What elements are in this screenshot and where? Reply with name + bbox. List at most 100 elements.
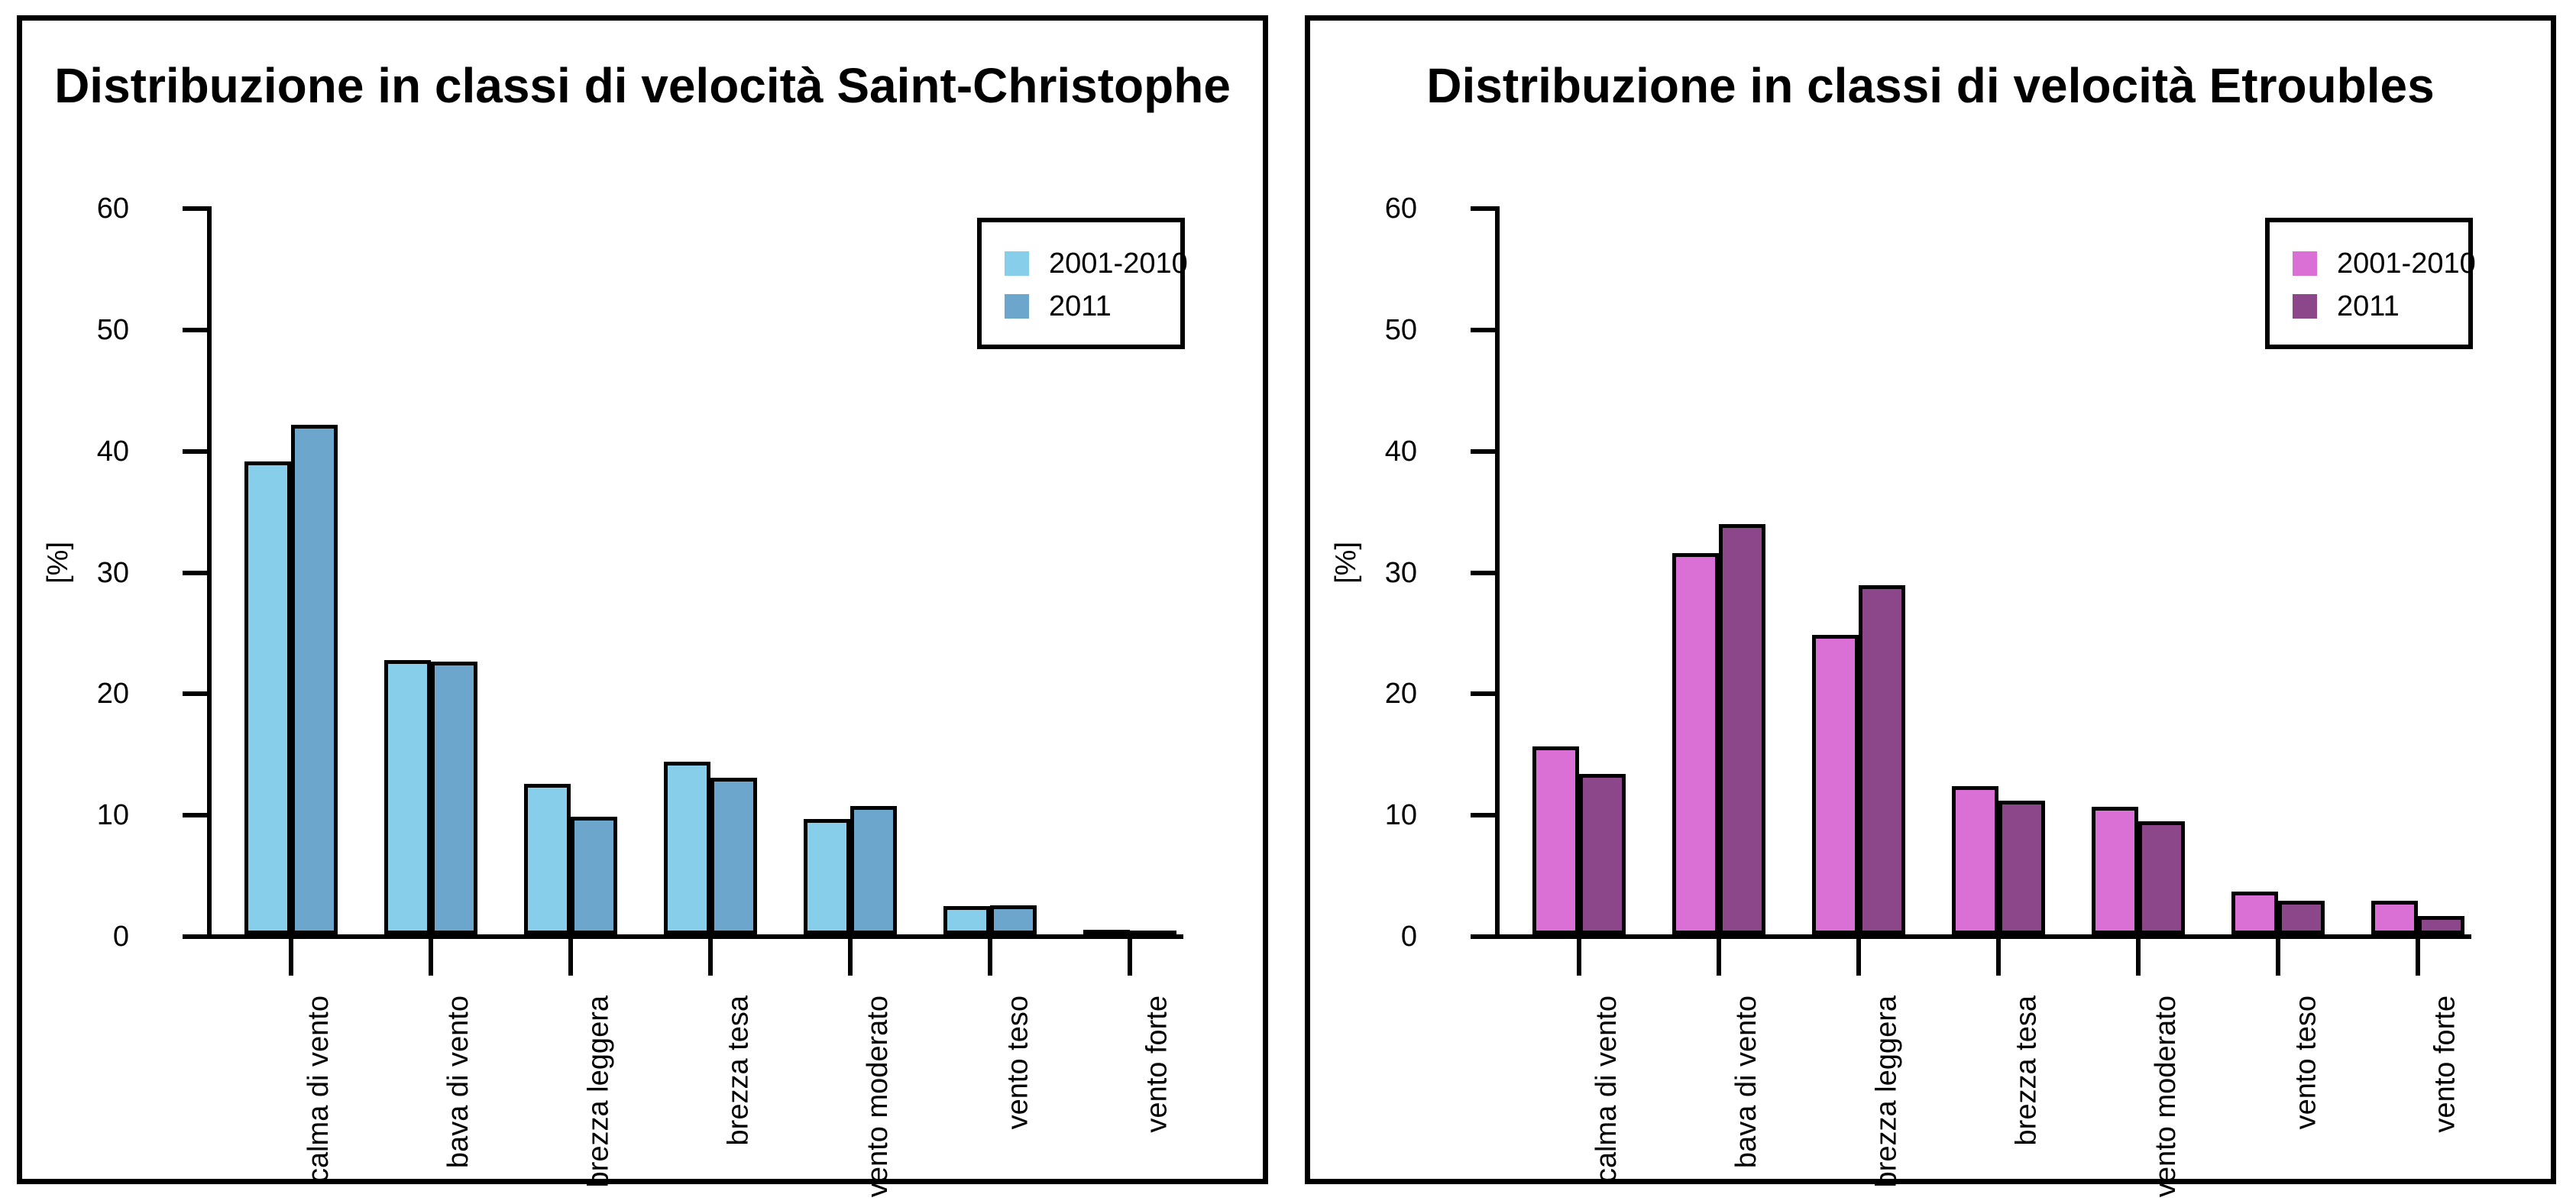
x-tick-label-bava-di-vento: bava di vento [1730, 995, 1762, 1169]
x-tick-label-vento-teso: vento teso [1002, 995, 1034, 1130]
y-tick-label: 0 [112, 921, 129, 953]
bar-2011-vento-moderato [850, 805, 897, 934]
bar-2001-2010-brezza-leggera [524, 784, 571, 934]
y-tick-label: 60 [96, 193, 129, 225]
x-tick [2276, 939, 2280, 976]
legend-item-2011: 2011 [2293, 285, 2450, 328]
y-tick [1471, 570, 1495, 575]
x-tick [429, 939, 433, 976]
y-tick [183, 327, 207, 332]
bar-2001-2010-vento-forte [1083, 929, 1130, 937]
plot-area: 0 10 20 30 40 50 60 [%] calma di vento bava di ve… [1310, 21, 2551, 1197]
plot-area: 0 10 20 30 40 50 60 [%] calma di vento bava di ve… [22, 21, 1263, 1197]
y-tick [183, 448, 207, 454]
legend-swatch-icon [2293, 251, 2317, 276]
x-tick-label-vento-teso: vento teso [2290, 995, 2322, 1130]
bar-2011-vento-forte [2418, 916, 2464, 934]
x-axis-line [207, 934, 1183, 939]
bar-2001-2010-bava-di-vento [384, 660, 431, 934]
legend-label: 2001-2010 [2337, 247, 2476, 280]
bar-2001-2010-vento-teso [943, 906, 990, 934]
y-tick-label: 20 [96, 678, 129, 711]
legend-box: 2001-2010 2011 [2265, 218, 2476, 349]
bar-2011-brezza-tesa [710, 778, 757, 934]
x-tick-label-calma-di-vento: calma di vento [303, 995, 335, 1183]
x-tick-label-vento-moderato: vento moderato [2150, 995, 2182, 1198]
bar-2011-calma-di-vento [291, 424, 338, 934]
y-tick [183, 570, 207, 575]
bar-2001-2010-vento-moderato [2092, 807, 2138, 934]
bar-2011-brezza-leggera [1859, 584, 1905, 934]
y-tick-label: 50 [96, 313, 129, 346]
x-tick [1996, 939, 2001, 976]
legend-swatch-icon [1005, 251, 1029, 276]
y-axis-line [1495, 206, 1500, 939]
y-tick-label: 10 [1384, 799, 1417, 832]
x-tick [1856, 939, 1861, 976]
y-tick [183, 813, 207, 818]
legend-item-2011: 2011 [1005, 285, 1162, 328]
y-tick-label: 40 [96, 435, 129, 468]
x-tick [1128, 939, 1132, 976]
bar-2001-2010-brezza-tesa [1952, 786, 1998, 934]
bar-2011-calma-di-vento [1579, 774, 1626, 934]
legend-label: 2011 [1049, 290, 1112, 322]
legend-box: 2001-2010 2011 [977, 218, 1188, 349]
bar-2011-brezza-tesa [1998, 801, 2045, 934]
x-tick-label-vento-forte: vento forte [2429, 995, 2461, 1133]
legend-item-2001-2010: 2001-2010 [2293, 242, 2476, 285]
y-tick-label: 30 [1384, 556, 1417, 589]
legend-label: 2011 [2337, 290, 2400, 322]
bar-2011-vento-teso [2278, 900, 2325, 934]
x-tick-label-brezza-leggera: brezza leggera [582, 995, 614, 1188]
chart-title: Distribuzione in classi di velocità Sain… [54, 58, 1231, 113]
x-tick-label-brezza-leggera: brezza leggera [1870, 995, 1902, 1188]
x-tick [1577, 939, 1581, 976]
y-tick-label: 50 [1384, 313, 1417, 346]
bar-2011-brezza-leggera [571, 816, 617, 934]
y-tick-label: 0 [1400, 921, 1417, 953]
y-tick [183, 691, 207, 697]
x-tick [568, 939, 573, 976]
bar-2001-2010-vento-forte [2371, 900, 2418, 934]
legend-label: 2001-2010 [1049, 247, 1188, 280]
y-axis-title: [%] [42, 541, 74, 584]
y-tick [1471, 206, 1495, 211]
bar-2001-2010-calma-di-vento [1532, 746, 1579, 934]
x-tick-label-brezza-tesa: brezza tesa [722, 995, 754, 1146]
chart-panel-saint-christophe: Distribuzione in classi di velocità Sain… [17, 15, 1268, 1197]
y-tick [1471, 691, 1495, 697]
bar-2001-2010-vento-teso [2231, 892, 2278, 934]
y-tick-label: 10 [96, 799, 129, 832]
x-tick [1717, 939, 1721, 976]
bar-2011-vento-forte [1130, 931, 1176, 939]
chart-panel-etroubles: Distribuzione in classi di velocità Etro… [1305, 15, 2556, 1197]
chart-title: Distribuzione in classi di velocità Etro… [1426, 58, 2435, 113]
bar-2011-vento-teso [990, 905, 1037, 934]
x-tick-label-vento-forte: vento forte [1141, 995, 1173, 1133]
bar-2001-2010-bava-di-vento [1672, 553, 1719, 934]
y-tick [1471, 448, 1495, 454]
x-tick [708, 939, 713, 976]
y-tick-label: 60 [1384, 193, 1417, 225]
x-tick [988, 939, 992, 976]
y-axis-line [207, 206, 212, 939]
bar-2001-2010-brezza-leggera [1812, 634, 1859, 934]
y-tick-label: 20 [1384, 678, 1417, 711]
y-axis-title: [%] [1330, 541, 1362, 584]
x-tick-label-brezza-tesa: brezza tesa [2010, 995, 2042, 1146]
bar-2001-2010-calma-di-vento [244, 461, 291, 934]
x-tick [2416, 939, 2420, 976]
y-tick [183, 934, 207, 939]
bar-2011-bava-di-vento [431, 661, 477, 934]
bar-2011-bava-di-vento [1719, 524, 1765, 934]
legend-swatch-icon [1005, 294, 1029, 319]
x-tick [289, 939, 293, 976]
y-tick [183, 206, 207, 211]
legend-swatch-icon [2293, 294, 2317, 319]
y-tick [1471, 813, 1495, 818]
y-tick-label: 40 [1384, 435, 1417, 468]
bar-2001-2010-brezza-tesa [664, 762, 710, 934]
x-tick [2136, 939, 2141, 976]
